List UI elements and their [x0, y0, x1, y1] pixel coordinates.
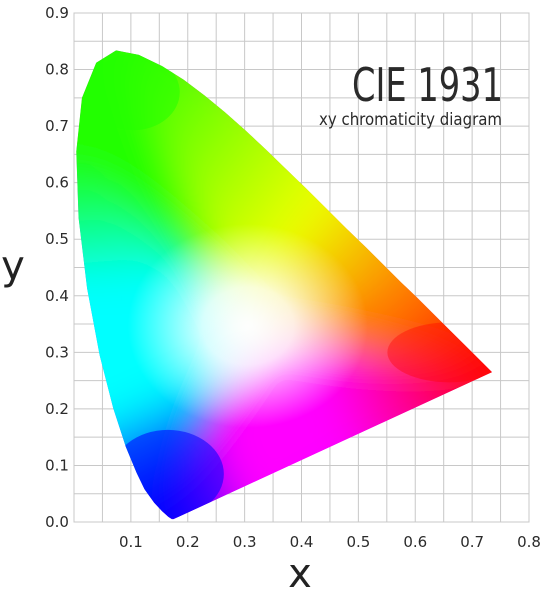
x-axis-label: x: [288, 551, 312, 597]
y-tick-label: 0.9: [45, 4, 69, 22]
x-tick-label: 0.3: [233, 533, 257, 551]
y-tick-label: 0.4: [45, 287, 69, 305]
y-tick-label: 0.0: [45, 513, 69, 531]
x-tick-label: 0.1: [119, 533, 143, 551]
chart-subtitle: xy chromaticity diagram: [319, 110, 502, 130]
x-tick-label: 0.7: [460, 533, 484, 551]
y-tick-label: 0.8: [45, 61, 69, 79]
y-axis-label: y: [1, 243, 25, 289]
y-tick-label: 0.2: [45, 400, 69, 418]
chart-title: CIE 1931: [352, 58, 503, 112]
y-tick-label: 0.5: [45, 230, 69, 248]
x-tick-label: 0.4: [290, 533, 314, 551]
y-tick-label: 0.1: [45, 456, 69, 474]
x-tick-label: 0.8: [517, 533, 541, 551]
y-tick-label: 0.6: [45, 174, 69, 192]
x-tick-label: 0.6: [403, 533, 427, 551]
x-tick-label: 0.5: [346, 533, 370, 551]
y-tick-label: 0.7: [45, 117, 69, 135]
y-tick-label: 0.3: [45, 343, 69, 361]
x-tick-label: 0.2: [176, 533, 200, 551]
axes-layer: 0.1 0.2 0.3 0.4 0.5 0.6 0.7 0.8 0.0 0.1 0.2 0.3 0.4 0…: [45, 4, 541, 551]
